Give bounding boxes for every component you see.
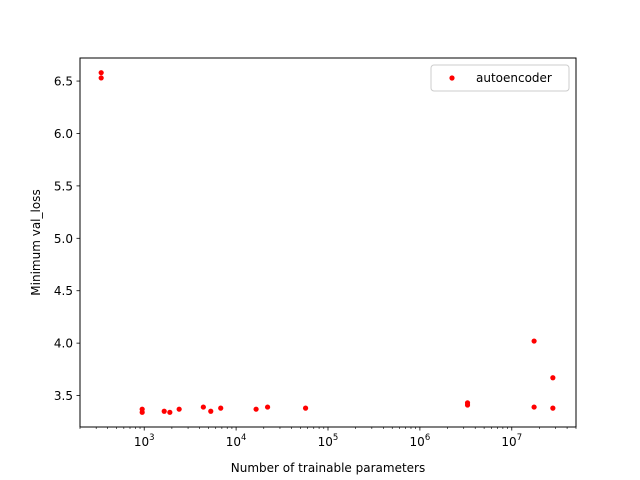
x-tick-label: 103 (134, 433, 155, 449)
data-point (264, 404, 271, 410)
x-tick-label: 107 (501, 433, 522, 449)
y-tick-label: 4.5 (54, 284, 73, 298)
data-point (531, 404, 537, 410)
legend-label: autoencoder (476, 71, 552, 85)
plot-area-frame (79, 57, 577, 428)
y-tick-label: 3.5 (54, 389, 73, 403)
data-point (139, 409, 145, 415)
data-point (531, 338, 537, 344)
data-point (98, 75, 104, 81)
x-tick-label: 105 (318, 433, 339, 449)
legend-marker (449, 75, 455, 81)
data-point (98, 70, 104, 76)
legend-box (430, 64, 570, 92)
y-tick-label: 5.5 (54, 179, 73, 193)
data-point (200, 404, 206, 410)
data-point (218, 405, 224, 411)
x-tick-label: 104 (226, 433, 247, 449)
data-point (176, 406, 182, 412)
x-axis-label: Number of trainable parameters (231, 461, 425, 475)
axis-ticks: 103 104 105 106 107 3.5 4.0 4.5 5.0 5.5 6.0 6.5 (54, 75, 577, 449)
y-tick-label: 5.0 (54, 232, 73, 246)
data-point (161, 408, 167, 414)
data-point (253, 406, 259, 412)
y-axis-label: Minimum val_loss (29, 189, 43, 295)
y-tick-label: 6.0 (54, 127, 73, 141)
data-point (550, 405, 556, 411)
legend: autoencoder (430, 64, 570, 92)
y-tick-label: 6.5 (54, 75, 73, 89)
data-point (302, 405, 309, 411)
data-point (550, 375, 556, 381)
data-point (464, 402, 471, 408)
data-point (208, 408, 214, 414)
x-tick-label: 106 (410, 433, 431, 449)
data-point (167, 409, 173, 415)
data-points (98, 70, 556, 415)
y-tick-label: 4.0 (54, 337, 73, 351)
